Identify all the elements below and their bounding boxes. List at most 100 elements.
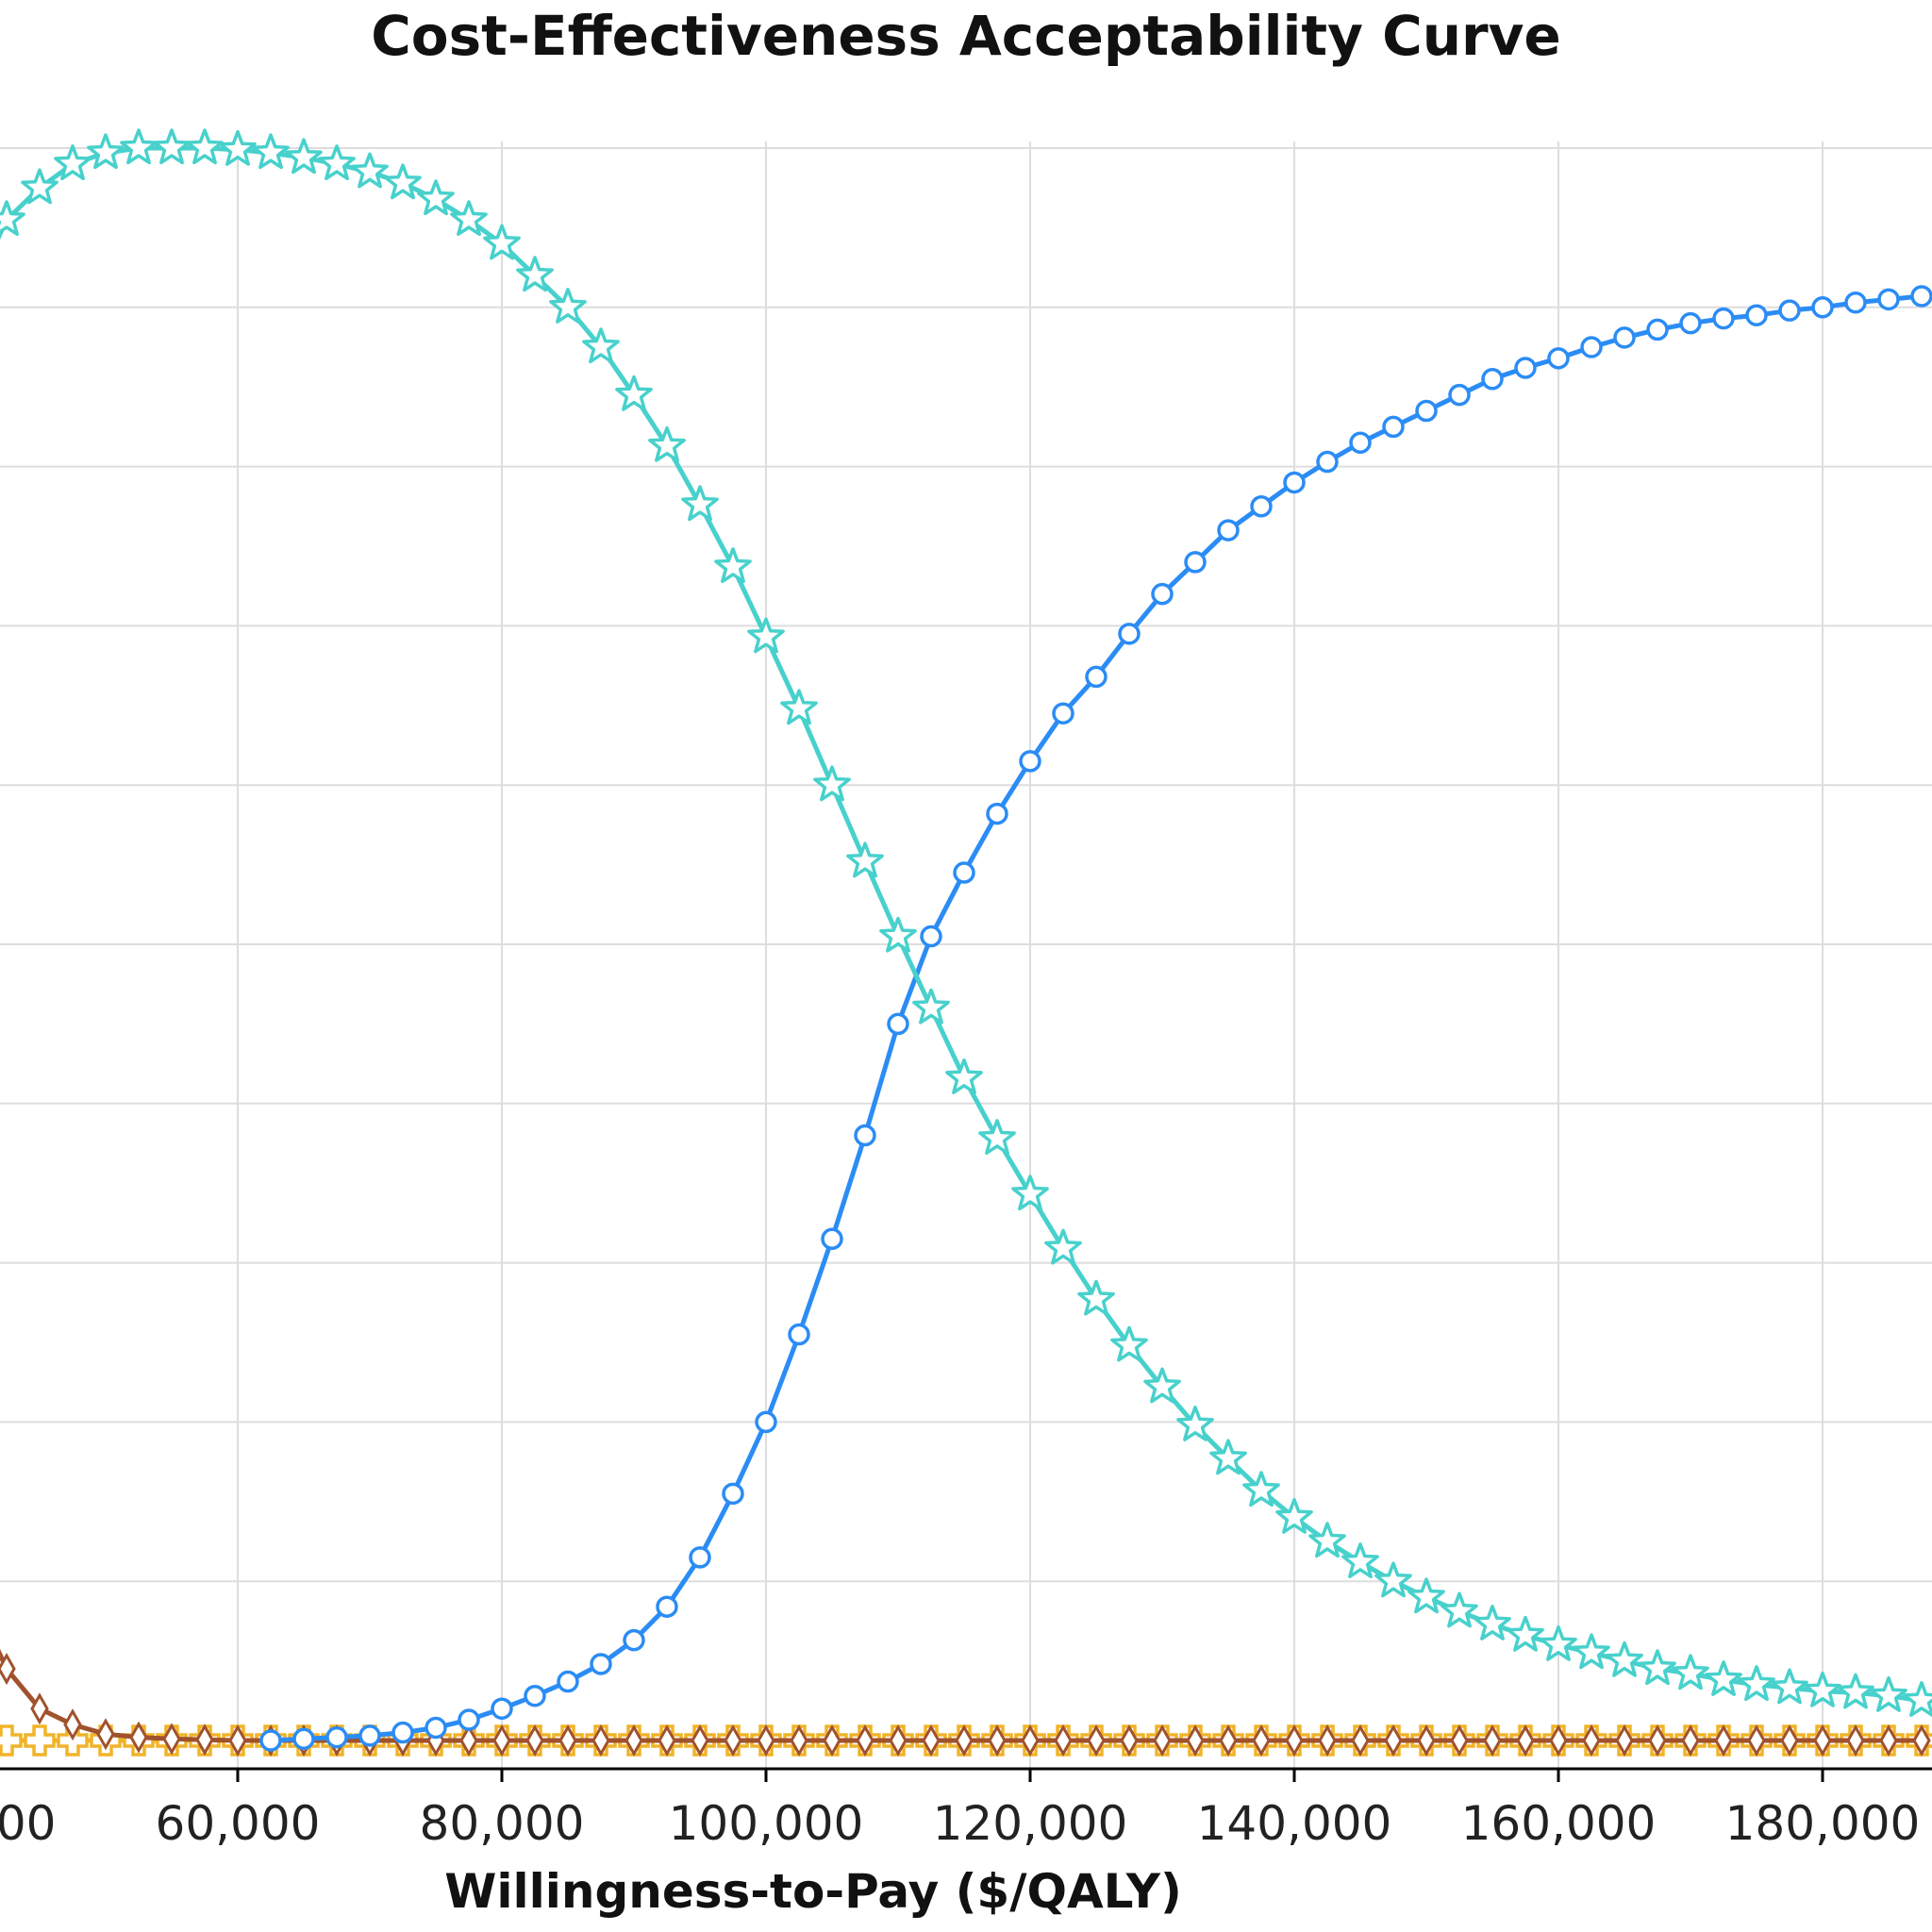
data-point-diamond	[1087, 1724, 1106, 1757]
x-tick-label: 120,000	[933, 1796, 1128, 1851]
data-point-star	[714, 547, 752, 584]
data-point-diamond	[856, 1724, 874, 1757]
data-point-circle	[986, 802, 1008, 825]
data-point-diamond	[1780, 1724, 1799, 1757]
data-point-star	[318, 144, 356, 181]
chart-title: Cost-Effectiveness Acceptability Curve	[371, 4, 1561, 68]
x-tick-label: 180,000	[1725, 1796, 1921, 1851]
x-tick-label: 140,000	[1197, 1796, 1392, 1851]
data-point-diamond	[459, 1724, 478, 1757]
data-point-circle	[1844, 291, 1867, 314]
data-point-circle	[1613, 326, 1636, 349]
data-point-star	[1308, 1522, 1346, 1558]
x-axis-title: Willingness-to-Pay ($/QALY)	[444, 1864, 1182, 1919]
data-point-star	[615, 375, 653, 411]
data-point-circle	[557, 1670, 579, 1693]
data-point-circle	[425, 1716, 447, 1740]
data-point-diamond	[724, 1724, 742, 1757]
data-point-circle	[623, 1628, 645, 1652]
data-point-diamond	[1813, 1724, 1832, 1757]
data-point-diamond	[30, 1692, 49, 1725]
x-tick-label: 80,000	[420, 1796, 585, 1851]
data-point-circle	[1217, 519, 1240, 541]
series-circle	[259, 285, 1932, 1752]
data-point-circle	[1052, 702, 1074, 724]
data-point-star	[153, 128, 191, 165]
data-point-diamond	[525, 1724, 544, 1757]
data-point-diamond	[757, 1724, 775, 1757]
data-point-circle	[1646, 318, 1669, 341]
data-point-star	[582, 327, 620, 364]
data-point-star	[285, 138, 323, 175]
data-point-diamond	[1285, 1724, 1304, 1757]
data-point-circle	[920, 924, 942, 948]
data-point-circle	[821, 1227, 843, 1251]
data-point-diamond	[1648, 1724, 1667, 1757]
series-line-diamond	[0, 1648, 1922, 1743]
data-point-diamond	[228, 1724, 247, 1757]
data-point-diamond	[1384, 1724, 1403, 1757]
data-point-circle	[788, 1323, 810, 1346]
data-point-star	[87, 133, 125, 170]
data-point-diamond	[1450, 1724, 1469, 1757]
data-point-circle	[1250, 495, 1273, 518]
data-point-circle	[1547, 347, 1570, 370]
data-point-diamond	[63, 1708, 82, 1741]
data-point-circle	[1580, 336, 1603, 358]
data-point-cross	[24, 1724, 56, 1757]
data-point-star	[1507, 1615, 1544, 1652]
data-point-star	[1275, 1497, 1313, 1534]
x-tick-label: 60,000	[156, 1796, 321, 1851]
data-point-star	[681, 485, 719, 522]
data-point-diamond	[1021, 1724, 1040, 1757]
data-point-star	[120, 128, 158, 165]
data-point-diamond	[922, 1724, 941, 1757]
x-axis-ticks: 40,000 60,000 80,000 100,000 120,000 140,000 1…	[0, 1769, 1920, 1851]
data-point-star	[1209, 1439, 1247, 1475]
data-point-circle	[1019, 750, 1041, 773]
data-point-star	[1143, 1367, 1181, 1404]
data-point-star	[846, 841, 884, 878]
data-point-diamond	[790, 1724, 808, 1757]
data-point-star	[1771, 1668, 1808, 1705]
data-point-star	[1341, 1542, 1379, 1579]
data-point-diamond	[1186, 1724, 1205, 1757]
data-point-diamond	[1549, 1724, 1568, 1757]
data-point-diamond	[1516, 1724, 1535, 1757]
data-point-star	[54, 144, 92, 181]
data-point-star	[1804, 1671, 1841, 1707]
data-point-circle	[458, 1708, 480, 1731]
data-point-circle	[1349, 431, 1372, 455]
data-point-star	[978, 1119, 1016, 1156]
data-point-diamond	[162, 1723, 181, 1756]
data-point-circle	[1415, 399, 1438, 423]
grid	[0, 142, 1932, 1769]
data-point-circle	[1679, 311, 1702, 335]
data-point-star	[252, 133, 290, 170]
data-point-circle	[1811, 296, 1834, 319]
data-point-circle	[887, 1012, 909, 1036]
data-point-diamond	[1879, 1724, 1898, 1757]
data-point-diamond	[988, 1724, 1007, 1757]
data-point-cross	[0, 1724, 23, 1757]
data-point-star	[219, 129, 257, 166]
data-point-diamond	[1219, 1724, 1238, 1757]
data-point-star	[747, 617, 785, 654]
data-point-circle	[1481, 368, 1504, 391]
data-point-star	[186, 128, 224, 165]
data-point-circle	[590, 1653, 612, 1675]
data-point-star	[549, 288, 587, 324]
data-point-star	[1639, 1649, 1676, 1686]
data-point-circle	[358, 1724, 381, 1747]
data-point-star	[945, 1058, 983, 1094]
data-point-star	[1441, 1591, 1478, 1628]
data-point-diamond	[823, 1724, 841, 1757]
data-point-star	[1837, 1673, 1874, 1709]
data-point-star	[879, 916, 917, 953]
data-point-star	[1738, 1665, 1775, 1702]
data-point-diamond	[195, 1724, 214, 1757]
data-point-circle	[1382, 415, 1405, 439]
data-point-circle	[391, 1721, 414, 1744]
data-point-circle	[854, 1124, 876, 1147]
